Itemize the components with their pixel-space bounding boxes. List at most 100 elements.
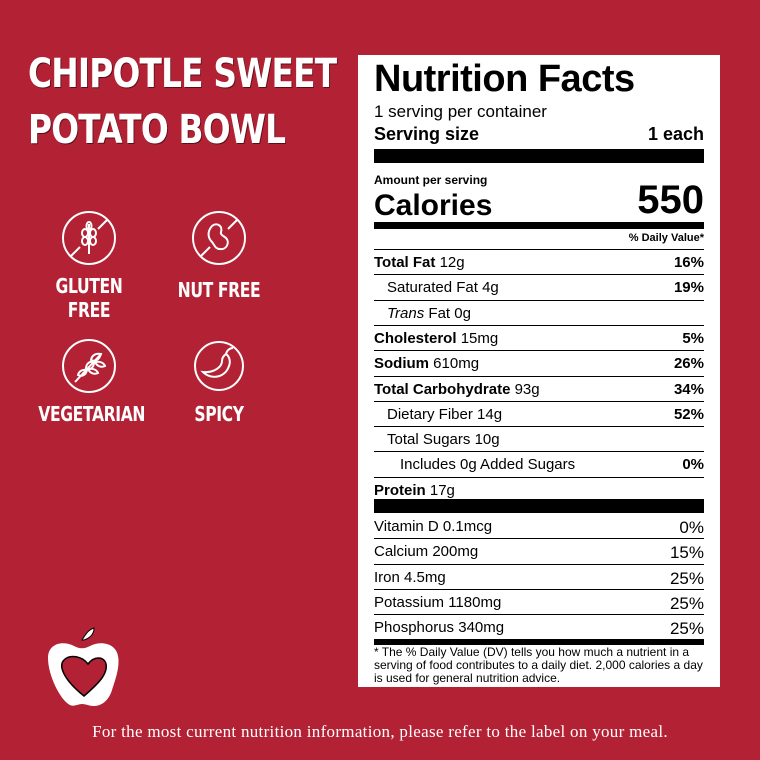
badge-label: VEGETARIAN [38,402,146,426]
nutrient-amount: 4g [482,279,499,297]
nutrient-row: Total Fat 12g 16% [374,254,704,271]
divider [374,563,704,565]
divider [374,614,704,616]
nutrient-amount: 15mg [460,329,499,347]
divider [374,451,704,453]
vitamin-dv: 15% [669,543,704,563]
nutrient-label: Protein [374,481,426,499]
nutrient-dv: 19% [673,279,704,297]
vitamin-dv: 25% [669,619,704,639]
divider-thick [374,149,704,163]
badge-label: GLUTEN FREE [55,274,123,322]
nutrient-name: Total Fat 12g [374,254,465,271]
divider [374,375,704,377]
nutrient-label: Total Sugars [387,431,471,449]
nutrient-amount: 10g [474,431,500,449]
badge-gluten-free: GLUTEN FREE [24,210,154,322]
nutrient-dv: 26% [673,355,704,373]
nutrient-dv: 52% [673,405,704,423]
product-title: CHIPOTLE SWEET POTATO BOWL [28,51,337,153]
nutrient-row: Total Carbohydrate 93g 34% [374,381,704,398]
serving-size-value: 1 each [647,124,704,144]
nutrient-label: Total Fat [374,254,436,271]
divider [374,588,704,590]
nutrient-name: Sodium 610mg [374,355,479,372]
vitamin-row: Vitamin D 0.1mcg 0% [374,518,704,538]
badge-label: SPICY [194,402,244,426]
divider [374,538,704,540]
vitamin-name: Phosphorus 340mg [374,619,505,637]
nutrient-dv: 16% [673,254,704,271]
amount-per-serving: Amount per serving [374,173,704,187]
servings-text: 1 serving per container [374,102,547,121]
nutrient-dv: 34% [673,380,704,398]
divider [374,249,704,250]
badge-nut-free: NUT FREE [154,210,284,302]
nutrient-name: Includes 0g Added Sugars [374,456,575,473]
nutrient-row: Trans Fat 0g [374,305,704,322]
nutrient-amount: 14g [477,405,503,423]
nutrient-amount: Fat 0g [428,304,471,322]
nutrient-dv: 5% [682,329,704,347]
divider [374,274,704,276]
nutrition-facts-label: Nutrition Facts 1 serving per container … [358,55,720,687]
spicy-icon [194,341,244,391]
gluten-free-icon [62,211,116,265]
nutrition-facts-title: Nutrition Facts [374,58,635,100]
nutrient-name: Total Carbohydrate 93g [374,381,540,398]
nutrient-row: Includes 0g Added Sugars 0% [374,456,704,473]
nutrient-amount: 610mg [433,355,480,373]
vitamin-row: Calcium 200mg 15% [374,543,704,563]
apple-heart-logo [48,627,119,706]
amount-per-serving-text: Amount per serving [374,173,488,187]
vitamin-row: Iron 4.5mg 25% [374,569,704,589]
vitamin-row: Potassium 1180mg 25% [374,594,704,614]
nutrient-label: Total Carbohydrate [374,380,511,398]
divider [374,400,704,402]
divider-thick [374,499,704,513]
nutrient-name: Saturated Fat 4g [374,279,499,296]
nutrient-amount: 17g [429,481,455,499]
nutrient-name: Protein 17g [374,482,455,499]
nutrient-name: Cholesterol 15mg [374,330,498,347]
nutrient-name: Trans Fat 0g [374,305,471,322]
nutrient-name: Dietary Fiber 14g [374,406,502,423]
divider [374,426,704,428]
vegetarian-icon [62,339,116,393]
divider [374,350,704,352]
nutrient-label: Cholesterol [374,329,457,347]
servings-per-container: 1 serving per container [374,102,704,122]
nutrient-label: Trans [387,304,425,322]
footer-note: For the most current nutrition informati… [92,722,668,741]
nutrient-label: Includes 0g Added Sugars [400,456,576,474]
divider [374,476,704,478]
badge-label: NUT FREE [177,278,261,302]
footnote: * The % Daily Value (DV) tells you how m… [374,645,703,685]
vitamin-dv: 25% [669,568,704,588]
vitamin-name: Potassium 1180mg [374,593,502,611]
nut-free-icon [192,211,246,265]
divider [374,324,704,326]
vitamin-row: Phosphorus 340mg 25% [374,619,704,639]
serving-size-label: Serving size [374,124,480,144]
divider-medium [374,222,704,229]
nutrient-name: Total Sugars 10g [374,431,500,448]
badge-vegetarian: VEGETARIAN [24,338,154,426]
nutrient-label: Dietary Fiber [387,405,473,423]
nutrient-dv: 0% [682,456,704,474]
nutrient-row: Cholesterol 15mg 5% [374,330,704,347]
nutrient-row: Dietary Fiber 14g 52% [374,406,704,423]
vitamin-name: Vitamin D 0.1mcg [374,518,493,535]
nutrient-row: Sodium 610mg 26% [374,355,704,372]
daily-value-header: % Daily Value* [374,232,704,244]
vitamin-name: Iron 4.5mg [374,568,446,586]
nutrient-amount: 12g [439,254,465,271]
calories-value: 550 [637,178,704,222]
nutrient-label: Saturated Fat [387,279,478,297]
vitamin-name: Calcium 200mg [374,543,479,561]
divider-medium [374,639,704,645]
nutrient-row: Total Sugars 10g [374,431,704,448]
calories-row: Calories 550 [374,178,704,223]
nutrient-row: Protein 17g [374,482,704,499]
serving-size-row: Serving size 1 each [374,124,704,145]
